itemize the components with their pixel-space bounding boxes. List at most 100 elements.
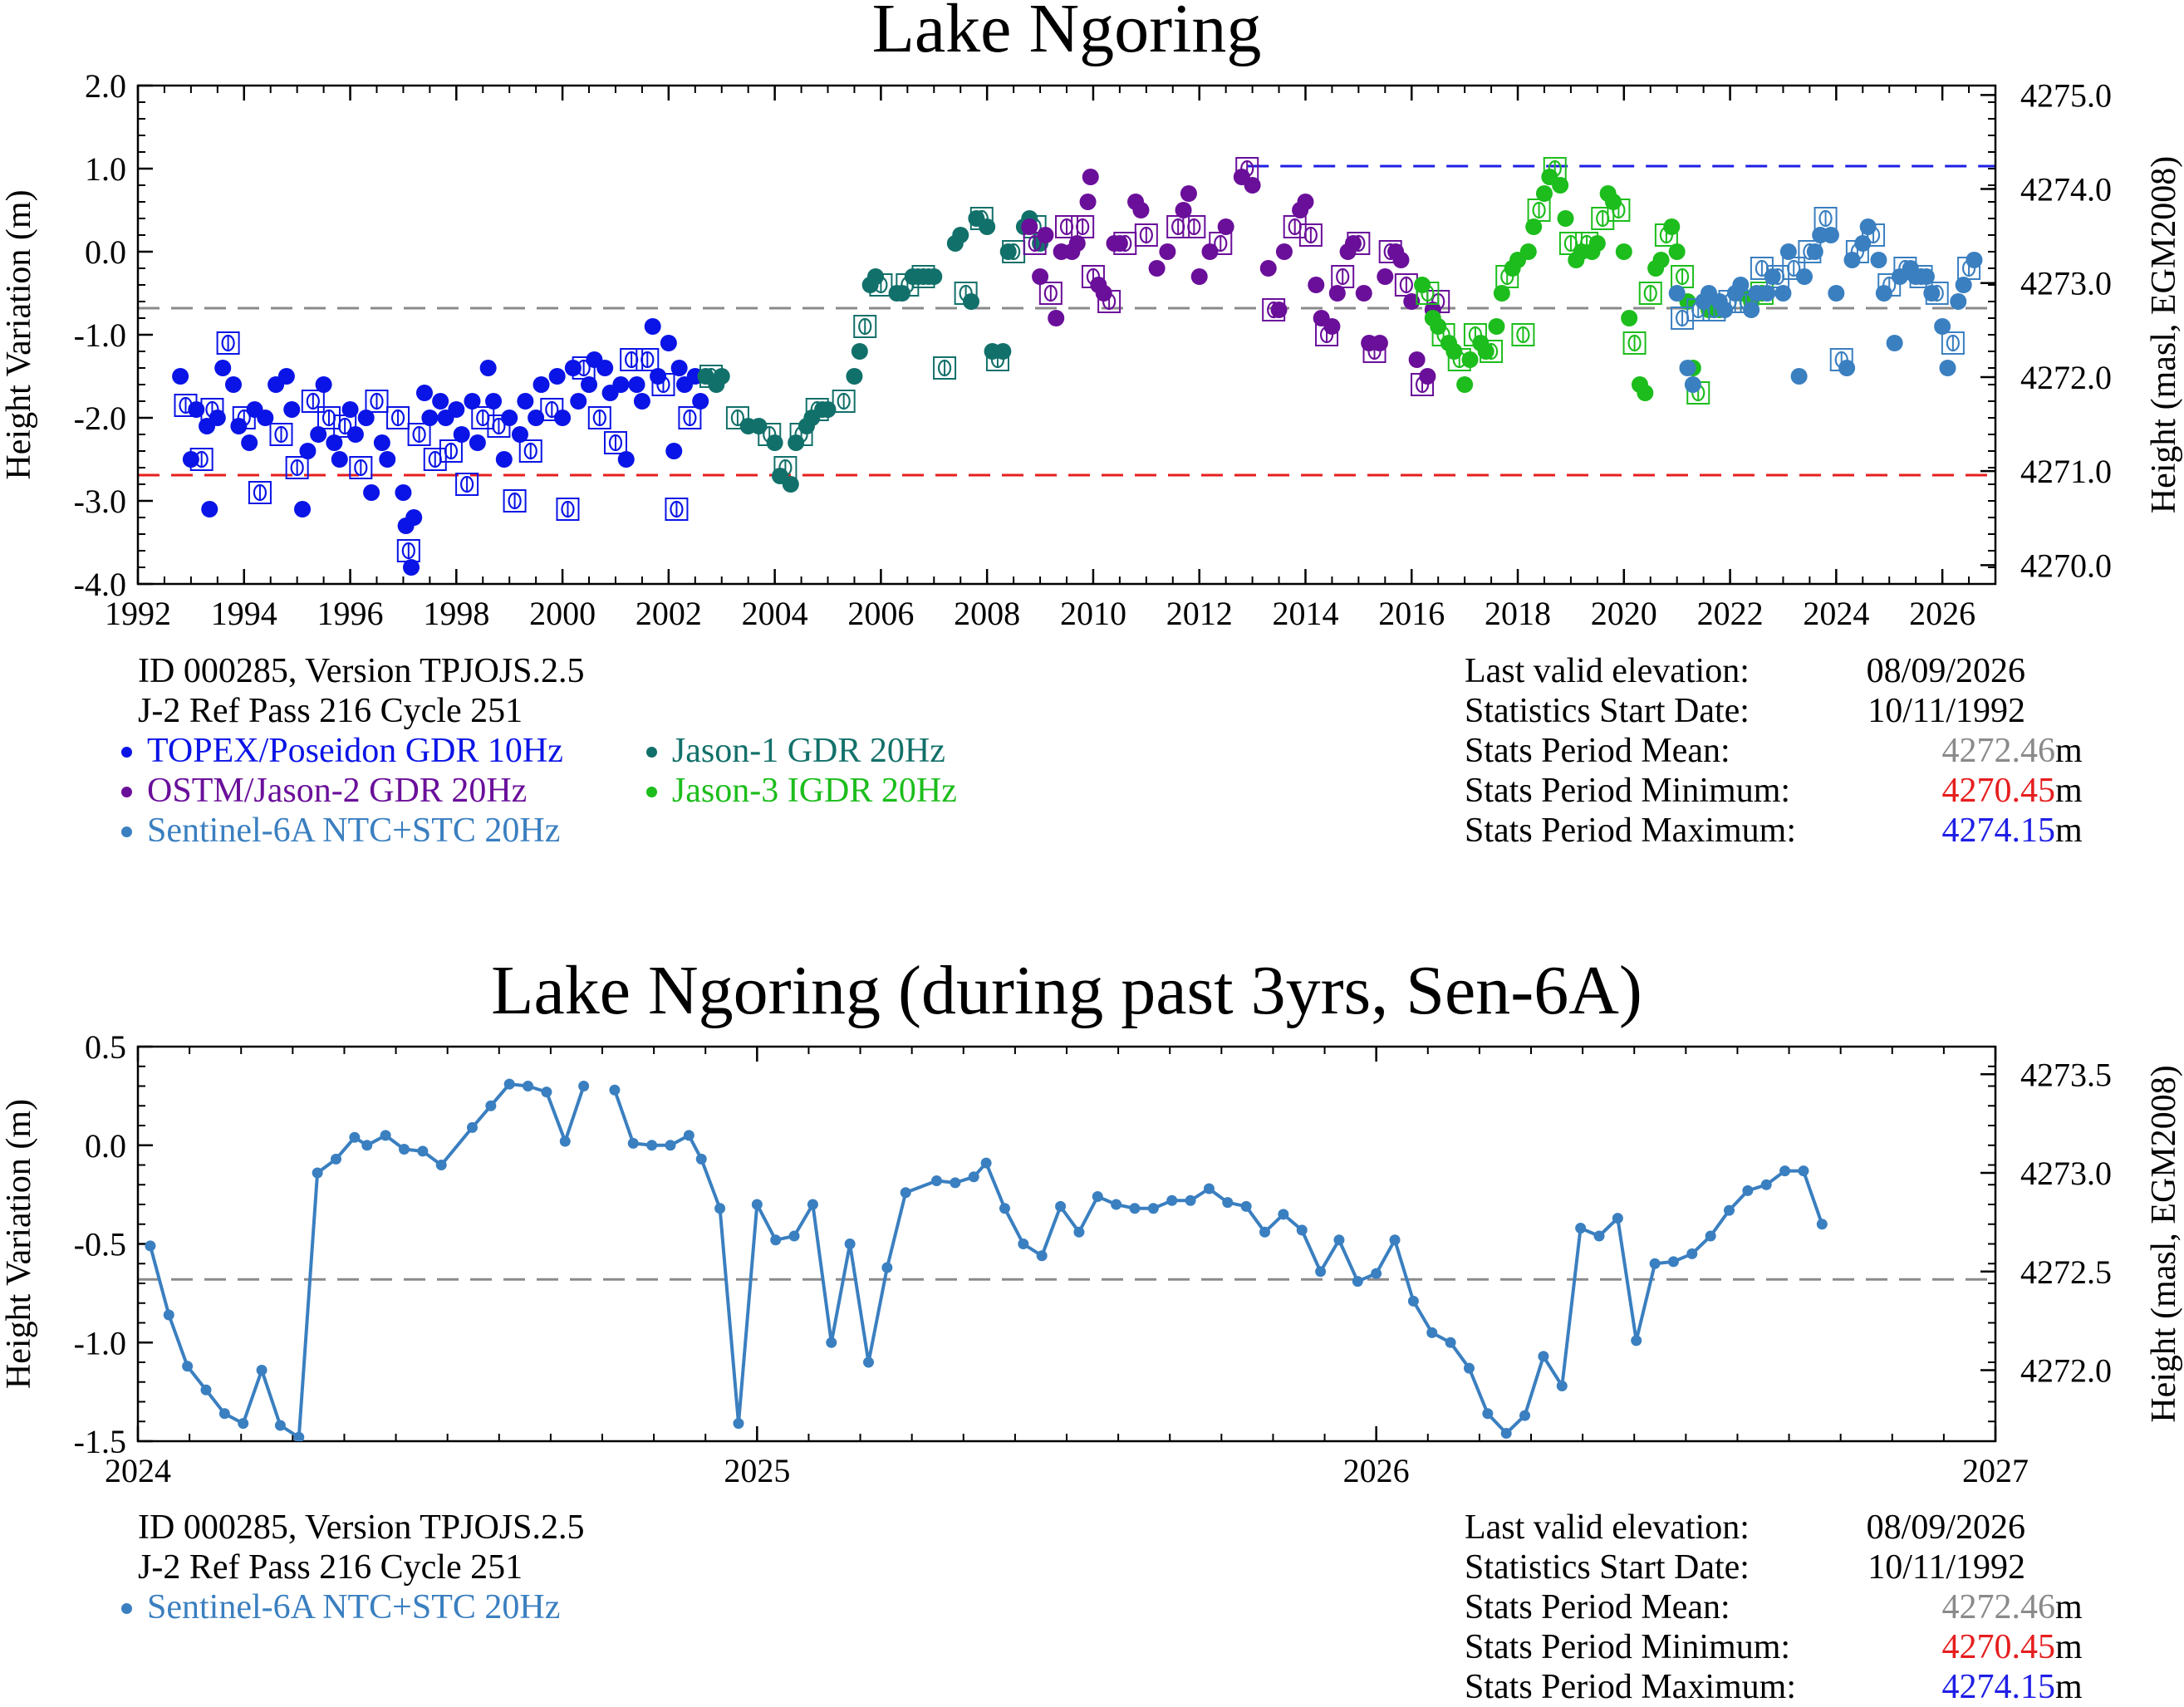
series-0: [145, 1078, 1828, 1441]
stat-label: Stats Period Mean:: [1465, 732, 1730, 770]
data-point: [1037, 227, 1054, 243]
data-point-box: [232, 406, 256, 429]
data-point: [979, 218, 996, 235]
data-point: [968, 1171, 979, 1183]
legend-label-ostm: OSTM/Jason-2 GDR 20Hz: [147, 772, 528, 810]
data-point: [1493, 285, 1510, 302]
data-point: [1048, 310, 1065, 326]
data-point: [570, 393, 587, 410]
data-point: [1371, 335, 1388, 351]
top-pass-line: J-2 Ref Pass 216 Cycle 251: [138, 692, 523, 730]
data-point: [1588, 235, 1606, 252]
data-point: [299, 443, 317, 459]
data-point: [1637, 385, 1654, 401]
data-point: [548, 368, 566, 385]
data-point-box: [1071, 215, 1095, 238]
x-tick-label: 2002: [636, 595, 702, 632]
data-point: [930, 1175, 942, 1186]
y2-tick-label: 4272.5: [2020, 1253, 2112, 1291]
legend-marker-jason1: [645, 746, 657, 758]
data-point: [1519, 243, 1537, 260]
y2-tick-label: 4272.0: [2020, 359, 2112, 396]
x-tick-label: 1992: [105, 595, 171, 632]
data-point-box: [1607, 199, 1631, 222]
data-point: [405, 509, 423, 526]
y-tick-label: -4.0: [74, 566, 126, 603]
data-point: [1132, 202, 1150, 218]
data-point: [1652, 252, 1670, 268]
data-point: [1950, 293, 1967, 310]
data-point-box: [1750, 257, 1774, 280]
data-point-box: [540, 398, 564, 421]
stat-unit: m: [2055, 1668, 2083, 1706]
data-point: [1190, 268, 1208, 285]
stat-max: Stats Period Maximum: 4274.15 m: [1465, 811, 2083, 851]
data-point: [188, 401, 205, 418]
legend-label-sentinel: Sentinel-6A NTC+STC 20Hz: [147, 812, 561, 850]
x-tick-label: 2027: [1962, 1452, 2029, 1489]
data-point: [695, 1153, 707, 1165]
series-line: [148, 1082, 586, 1440]
data-point: [867, 268, 885, 285]
bottom-legend-item-sentinel: Sentinel-6A NTC+STC 20Hz: [105, 1587, 585, 1627]
data-point: [1828, 285, 1845, 302]
data-point: [1668, 243, 1686, 260]
data-point: [1631, 1335, 1642, 1346]
legend-label-topex: TOPEX/Poseidon GDR 10Hz: [147, 732, 563, 770]
data-point-box: [423, 448, 447, 471]
data-point: [1308, 277, 1325, 293]
data-point: [1742, 1185, 1754, 1196]
y2-tick-label: 4273.0: [2020, 265, 2112, 302]
data-point: [182, 1361, 194, 1372]
data-point: [1355, 285, 1372, 302]
data-point-box: [439, 439, 463, 463]
data-point: [788, 434, 805, 451]
data-point: [1244, 177, 1261, 194]
chart-title: Lake Ngoring (during past 3yrs, Sen-6A): [491, 952, 1642, 1029]
data-point-box: [665, 498, 689, 521]
data-point: [644, 318, 661, 335]
data-point: [361, 1140, 373, 1151]
legend-marker-ostm: [121, 786, 132, 797]
data-point-box: [285, 456, 309, 479]
data-point: [373, 434, 390, 451]
data-point-box: [603, 431, 627, 454]
data-point: [1408, 351, 1426, 368]
stat-value: 10/11/1992: [1867, 1548, 2025, 1587]
data-point: [435, 1160, 447, 1170]
data-point: [1615, 243, 1632, 260]
data-point-box: [1023, 232, 1047, 255]
data-point: [533, 376, 550, 393]
stat-value: 4272.46: [1941, 732, 2056, 770]
data-point: [1790, 368, 1808, 385]
data-point: [851, 343, 868, 360]
stat-label: Stats Period Maximum:: [1465, 812, 1796, 850]
data-point-box: [1182, 215, 1206, 238]
data-point: [224, 376, 242, 393]
data-point-box: [1298, 223, 1323, 247]
stat-unit: m: [2055, 732, 2083, 770]
data-point-box: [317, 406, 341, 429]
data-point: [1371, 1268, 1382, 1279]
data-point: [952, 227, 969, 243]
data-point: [1414, 277, 1431, 293]
x-tick-label: 1996: [317, 595, 384, 632]
data-point: [1663, 218, 1681, 235]
series-2: [1021, 157, 1450, 396]
data-point: [277, 368, 295, 385]
y2-axis-label: Height (masl, EGM2008): [2145, 1065, 2183, 1422]
data-point: [209, 410, 226, 426]
legend-item-jason1: Jason-1 GDR 20Hz: [630, 731, 957, 771]
data-point-box: [386, 406, 410, 429]
data-point: [1185, 1194, 1196, 1206]
data-point: [714, 1203, 726, 1214]
data-point: [578, 1081, 590, 1091]
y-tick-label: -3.0: [74, 483, 126, 520]
data-point: [1203, 1183, 1215, 1194]
data-point-box: [1134, 223, 1158, 247]
data-point-box: [1331, 265, 1355, 288]
data-point: [1333, 1234, 1345, 1246]
chart-title: Lake Ngoring: [872, 0, 1262, 67]
data-point: [1147, 1203, 1159, 1214]
data-point: [1073, 1226, 1085, 1238]
